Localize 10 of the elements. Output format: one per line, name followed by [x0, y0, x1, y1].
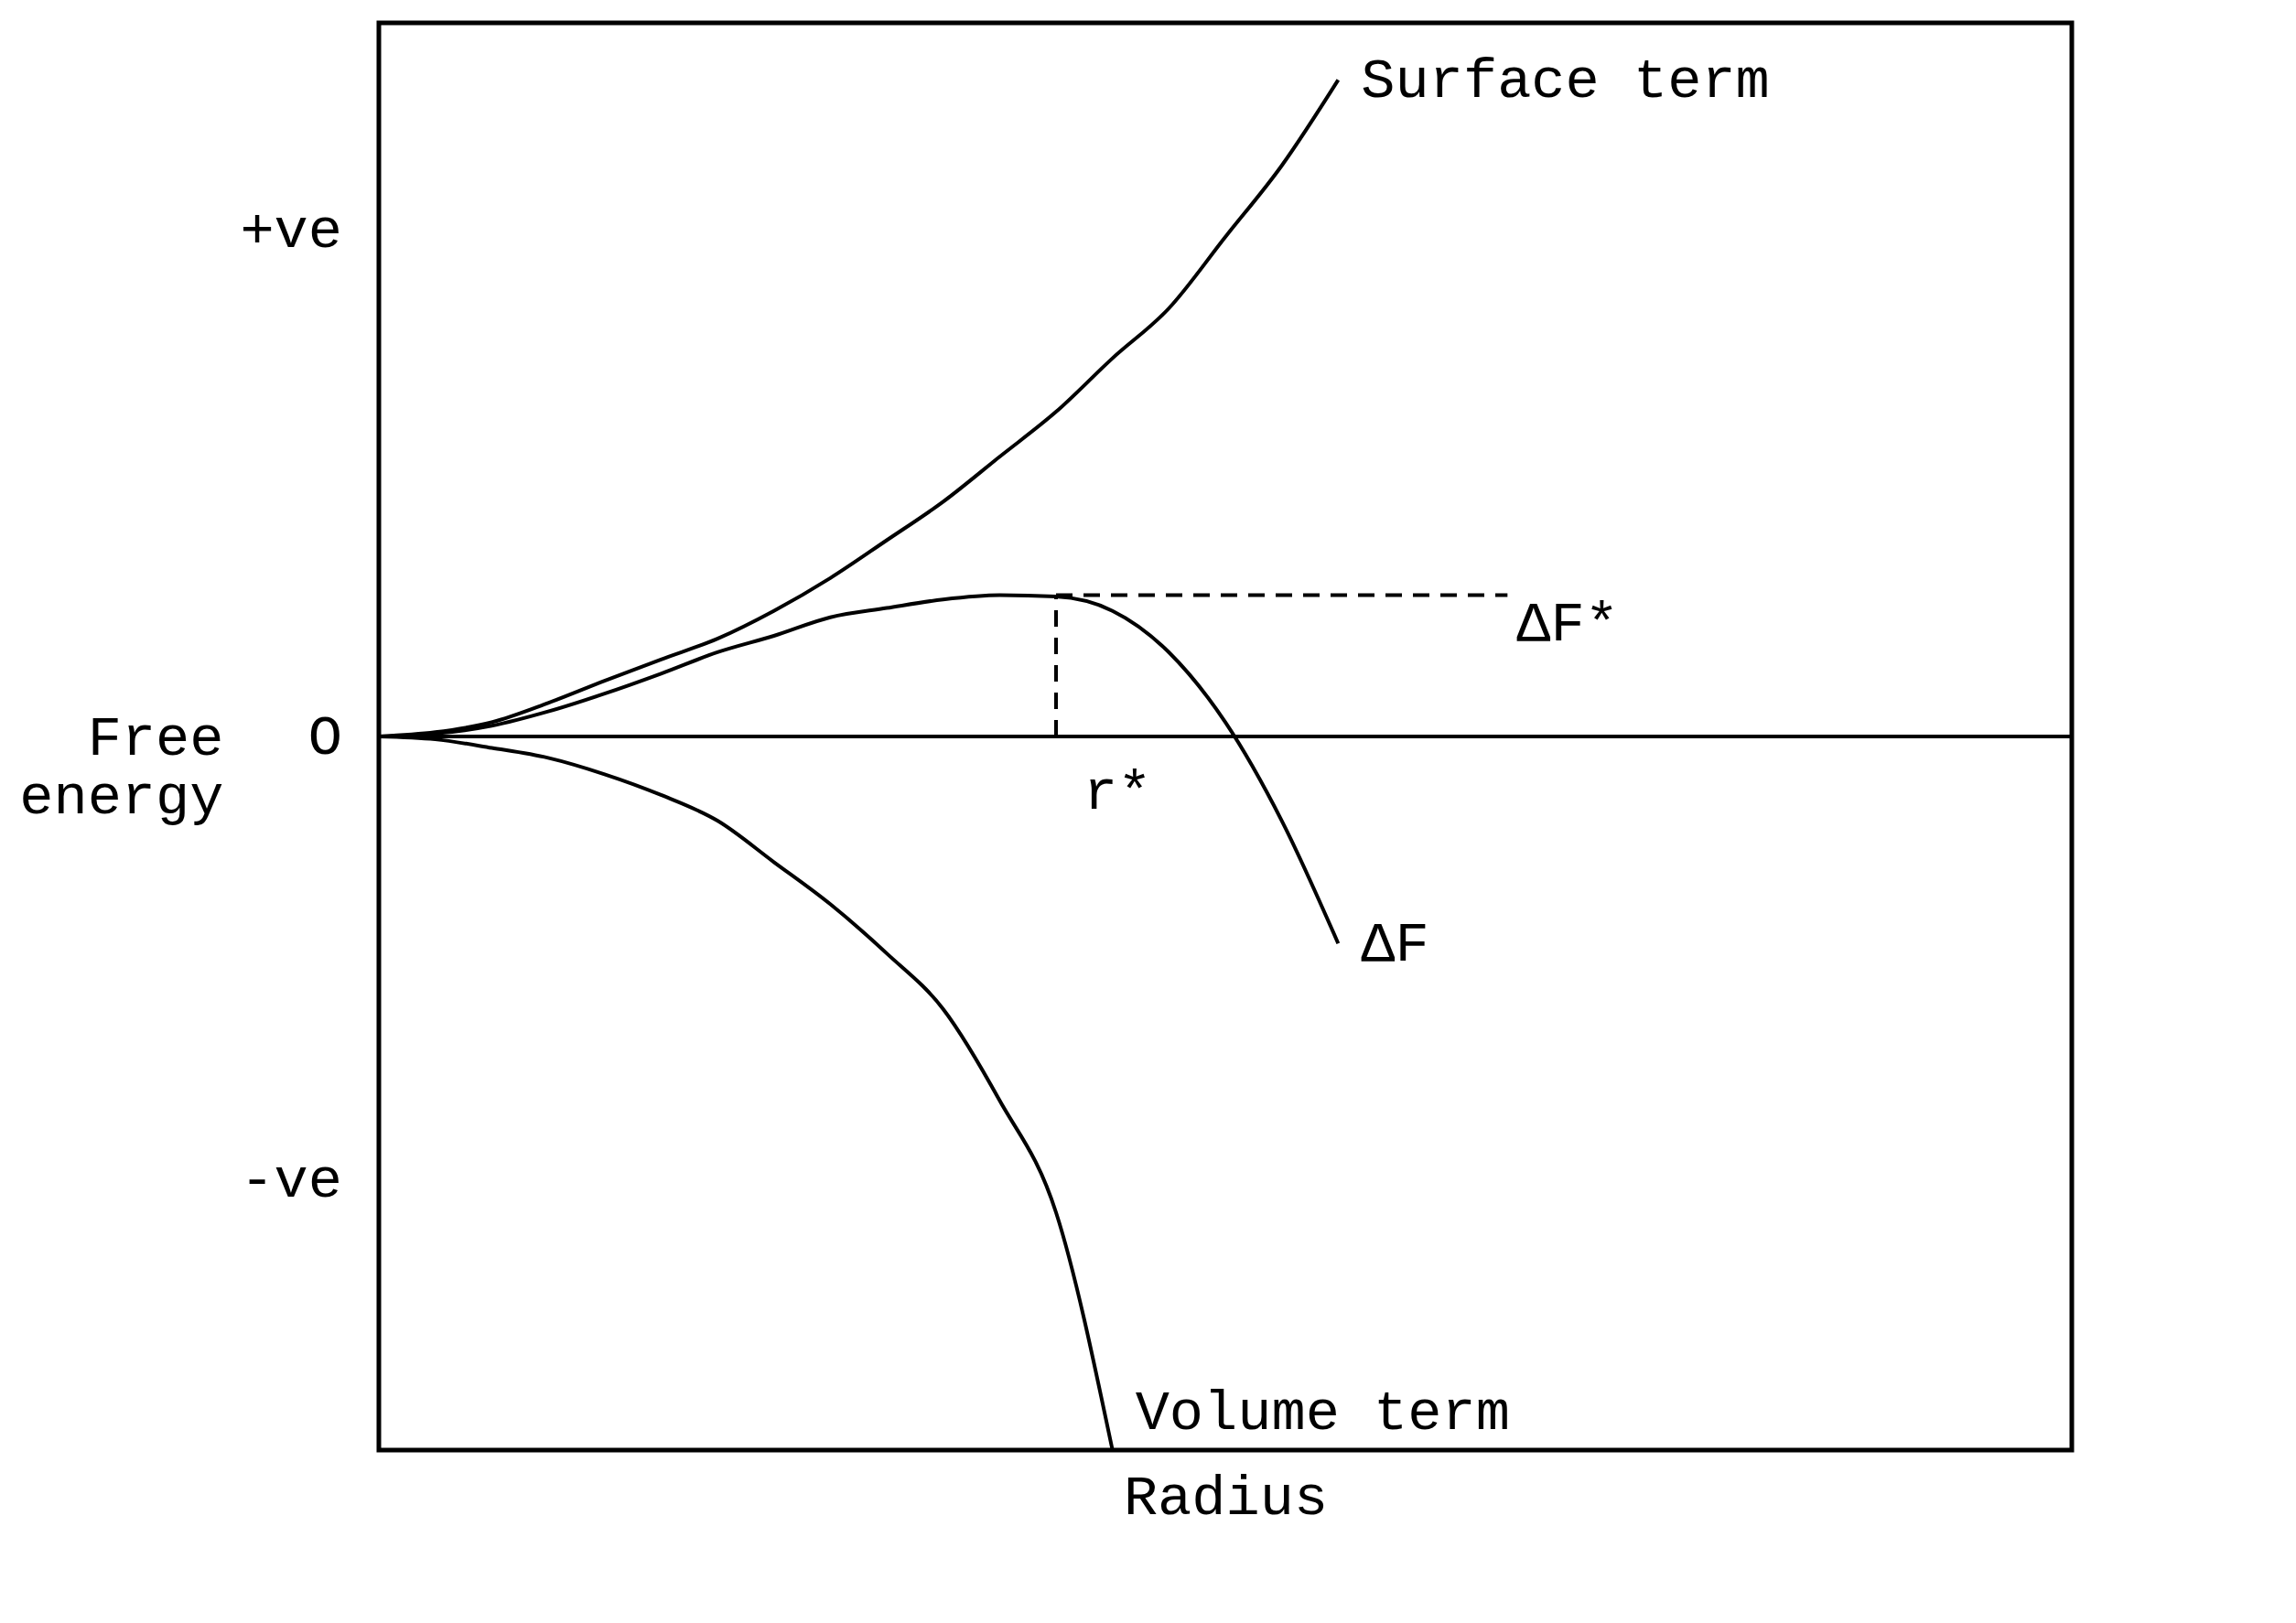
series-label: Volume term [1135, 1381, 1510, 1446]
text: -ve [240, 1148, 342, 1214]
text: O [307, 706, 342, 771]
x-axis-title: Radius [1123, 1466, 1329, 1532]
annotation: ΔF* [1516, 593, 1619, 659]
y-axis-title: Free energy [19, 706, 224, 831]
annotation: r* [1083, 761, 1152, 826]
text: +ve [240, 199, 342, 265]
series-label: Surface term [1361, 49, 1770, 115]
series-label: ΔF [1361, 913, 1429, 979]
